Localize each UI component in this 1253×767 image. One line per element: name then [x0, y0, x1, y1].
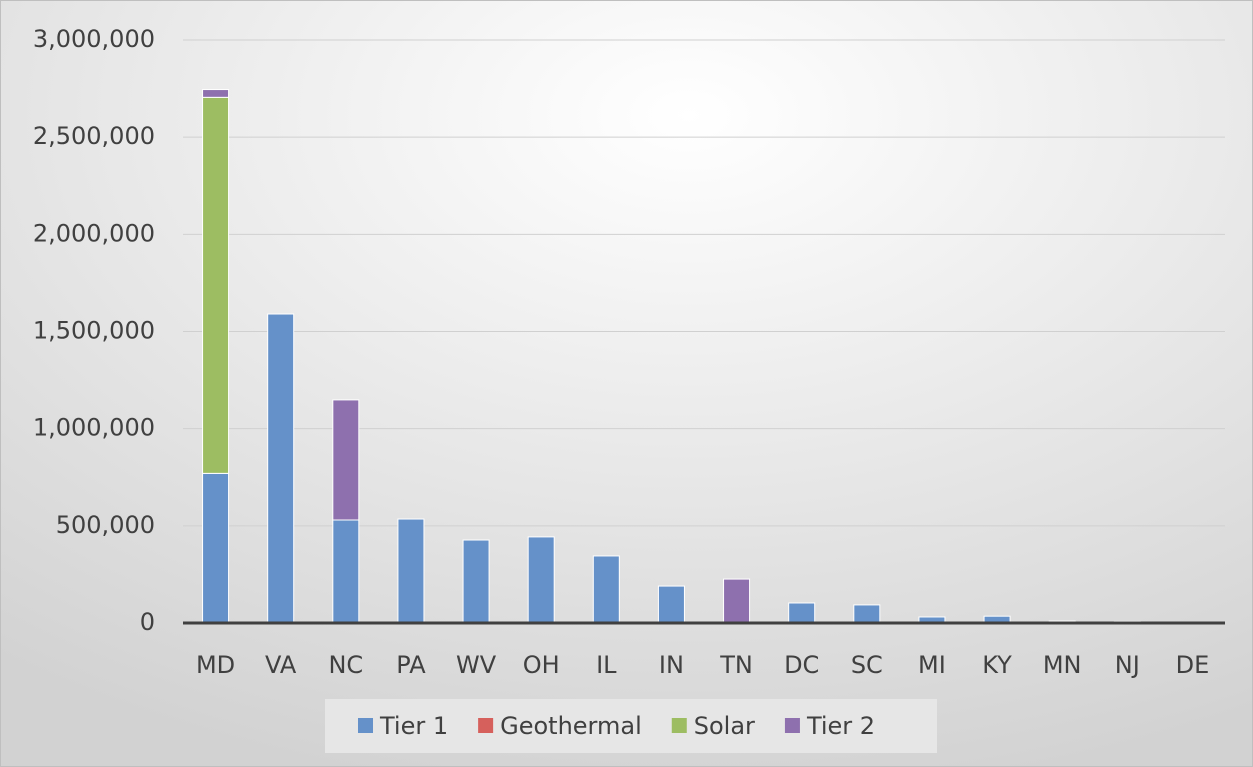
bar-segment	[332, 519, 360, 624]
bar-segment	[332, 399, 360, 521]
x-tick-label: WV	[456, 651, 497, 679]
bar-segment	[788, 602, 816, 624]
legend-swatch	[671, 718, 687, 733]
x-tick-label: NJ	[1115, 651, 1140, 679]
x-tick-label: DE	[1176, 651, 1210, 679]
x-tick-label: VA	[265, 651, 297, 679]
x-tick-label: SC	[851, 651, 883, 679]
bar-segment	[462, 539, 490, 624]
x-tick-label: MN	[1043, 651, 1082, 679]
bar-segment	[397, 518, 425, 624]
bar-segment	[202, 89, 230, 98]
x-tick-label: MD	[196, 651, 235, 679]
legend-label: Tier 2	[806, 712, 875, 740]
bar-segment	[657, 585, 685, 624]
y-tick-label: 2,500,000	[33, 122, 155, 150]
y-tick-label: 3,000,000	[33, 25, 155, 53]
x-tick-label: DC	[784, 651, 819, 679]
x-tick-label: IL	[596, 651, 617, 679]
bar-segment	[527, 536, 555, 624]
y-tick-label: 500,000	[56, 511, 155, 539]
x-tick-label: OH	[523, 651, 560, 679]
x-tick-label: PA	[396, 651, 426, 679]
bar-segment	[853, 604, 881, 624]
legend-box	[325, 699, 937, 753]
legend-label: Tier 1	[379, 712, 448, 740]
y-tick-label: 1,000,000	[33, 414, 155, 442]
bar-segment	[592, 555, 620, 624]
x-tick-label: MI	[918, 651, 946, 679]
x-tick-label: IN	[659, 651, 684, 679]
y-tick-label: 0	[140, 608, 155, 636]
y-tick-label: 2,000,000	[33, 219, 155, 247]
bar-segment	[267, 313, 295, 624]
legend-label: Solar	[694, 712, 755, 740]
legend-swatch	[784, 718, 800, 733]
x-tick-label: TN	[719, 651, 753, 679]
x-tick-label: KY	[982, 651, 1012, 679]
bar-segment	[723, 578, 751, 624]
bar-segment	[202, 96, 230, 474]
legend-swatch	[478, 718, 494, 733]
legend-label: Geothermal	[500, 712, 642, 740]
legend-swatch	[358, 718, 373, 733]
x-tick-label: NC	[328, 651, 363, 679]
y-tick-label: 1,500,000	[33, 317, 155, 345]
bar-segment	[202, 472, 230, 624]
